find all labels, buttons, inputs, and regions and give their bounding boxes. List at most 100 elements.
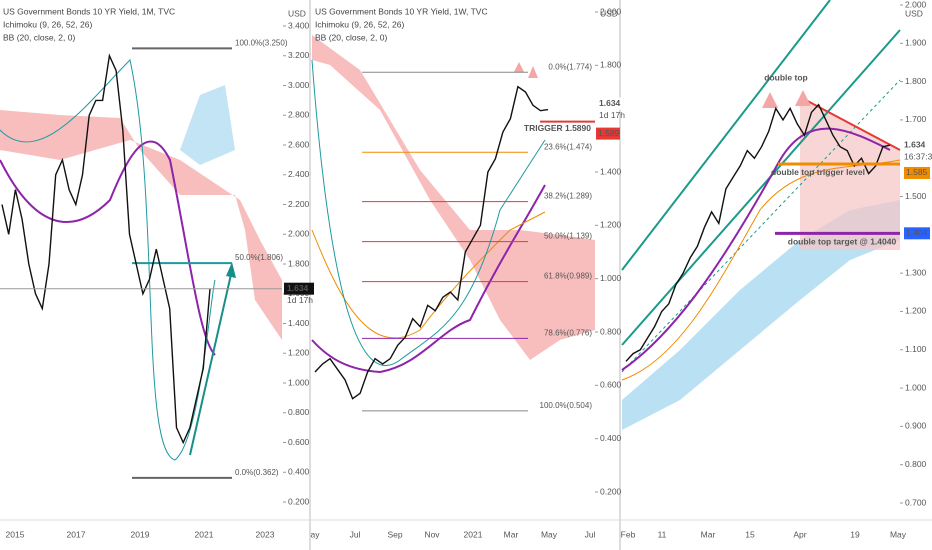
bollinger-band: [0, 58, 216, 461]
trigger-tag-label: 1.589: [598, 128, 620, 138]
currency-label: USD: [288, 8, 306, 18]
indicator-header: BB (20, close, 2, 0): [3, 32, 75, 42]
x-tick-label: Nov: [424, 529, 440, 539]
moving-average: [0, 140, 216, 356]
price-tag-label: 1.634: [599, 98, 621, 108]
y-tick-label: 2.000: [600, 6, 622, 16]
indicator-header: US Government Bonds 10 YR Yield, 1M, TVC: [3, 6, 175, 16]
y-tick-label: 1.800: [288, 258, 310, 268]
target-tag-label: 1.404: [906, 228, 928, 238]
y-tick-label: 1.700: [905, 114, 927, 124]
bollinger-band: [311, 59, 546, 366]
fib-label: 100.0%(0.504): [540, 401, 593, 410]
fib-label: 100.0%(3.250): [235, 38, 288, 47]
annotation: double top: [764, 72, 807, 82]
y-tick-label: 1.200: [600, 220, 622, 230]
y-tick-label: 1.900: [905, 38, 927, 48]
moving-average: [311, 184, 546, 374]
y-tick-label: 1.300: [905, 267, 927, 277]
fib-label: 23.6%(1.474): [544, 142, 592, 151]
indicator-header: Ichimoku (9, 26, 52, 26): [315, 19, 404, 29]
fib-label: 61.8%(0.989): [544, 272, 592, 281]
y-tick-label: 2.200: [288, 199, 310, 209]
y-tick-label: 0.700: [905, 497, 927, 507]
price-tag: [284, 282, 314, 295]
y-tick-label: 0.800: [288, 407, 310, 417]
channel-midline: [621, 79, 901, 373]
y-tick-label: 2.600: [288, 139, 310, 149]
trigger-tag: [596, 127, 620, 140]
y-tick-label: 1.000: [905, 382, 927, 392]
countdown: 1d 17h: [599, 110, 625, 120]
price-tag: [596, 97, 626, 110]
ichimoku-cloud: [0, 110, 282, 340]
countdown: 16:37:35: [904, 151, 932, 161]
y-tick-label: 0.800: [600, 326, 622, 336]
x-tick-label: Mar: [504, 529, 519, 539]
countdown: 1d 17h: [287, 295, 313, 305]
arrow: [189, 269, 233, 456]
x-tick-label: 2019: [131, 529, 150, 539]
fib-label: 78.6%(0.776): [544, 329, 592, 338]
y-tick-label: 0.400: [288, 467, 310, 477]
y-tick-label: 1.800: [600, 60, 622, 70]
currency-label: USD: [600, 8, 618, 18]
x-tick-label: Jul: [350, 529, 361, 539]
fib-label: 0.0%(1.774): [548, 62, 592, 71]
y-tick-label: 1.000: [600, 273, 622, 283]
peak-marker: [514, 62, 524, 72]
x-tick-label: 2015: [6, 529, 25, 539]
x-tick-label: 2021: [464, 529, 483, 539]
y-tick-label: 1.200: [905, 306, 927, 316]
kijun-line: [311, 211, 546, 339]
x-tick-label: May: [541, 529, 558, 539]
y-tick-label: 1.400: [288, 318, 310, 328]
indicator-header: BB (20, close, 2, 0): [315, 32, 387, 42]
y-tick-label: 0.900: [905, 421, 927, 431]
projection-area: [800, 97, 900, 250]
x-tick-label: May: [890, 529, 907, 539]
indicator-header: Ichimoku (9, 26, 52, 26): [3, 19, 92, 29]
moving-average: [621, 127, 891, 371]
ichimoku-cloud: [622, 200, 900, 430]
channel-line: [621, 0, 831, 271]
peak-marker: [795, 90, 811, 106]
y-tick-label: 2.000: [905, 0, 927, 9]
x-tick-label: Apr: [793, 529, 806, 539]
channel-line: [621, 29, 901, 346]
y-tick-label: 0.600: [600, 380, 622, 390]
annotation: double top target @ 1.4040: [788, 237, 897, 247]
kijun-line: [621, 159, 901, 381]
x-tick-label: 11: [658, 529, 667, 539]
y-tick-label: 1.100: [905, 344, 927, 354]
x-tick-label: 15: [745, 529, 755, 539]
price-tag-label: 1.634: [287, 283, 309, 293]
x-tick-label: Mar: [701, 529, 716, 539]
y-tick-label: 0.600: [288, 437, 310, 447]
y-tick-label: 2.000: [288, 229, 310, 239]
arrow-head: [226, 262, 236, 278]
annotation: double top trigger level: [771, 167, 865, 177]
fib-label: 0.0%(0.362): [235, 468, 279, 477]
x-tick-label: ay: [311, 529, 321, 539]
y-tick-label: 1.200: [288, 348, 310, 358]
target-tag: [904, 227, 930, 240]
x-tick-label: Feb: [621, 529, 636, 539]
y-tick-label: 1.400: [600, 166, 622, 176]
x-tick-label: 2021: [195, 529, 214, 539]
y-tick-label: 0.400: [600, 433, 622, 443]
x-tick-label: 2023: [256, 529, 275, 539]
indicator-header: US Government Bonds 10 YR Yield, 1W, TVC: [315, 6, 488, 16]
price-line: [314, 85, 549, 400]
peak-marker: [762, 92, 778, 108]
x-tick-label: 2017: [67, 529, 86, 539]
x-tick-label: Sep: [387, 529, 402, 539]
x-tick-label: 19: [850, 529, 860, 539]
y-tick-label: 2.400: [288, 169, 310, 179]
x-tick-label: Jul: [585, 529, 596, 539]
trigger-tag: [904, 166, 930, 179]
ichimoku-cloud: [312, 35, 595, 360]
fib-label: 50.0%(1.139): [544, 232, 592, 241]
y-tick-label: 0.200: [600, 486, 622, 496]
y-tick-label: 1.800: [905, 76, 927, 86]
